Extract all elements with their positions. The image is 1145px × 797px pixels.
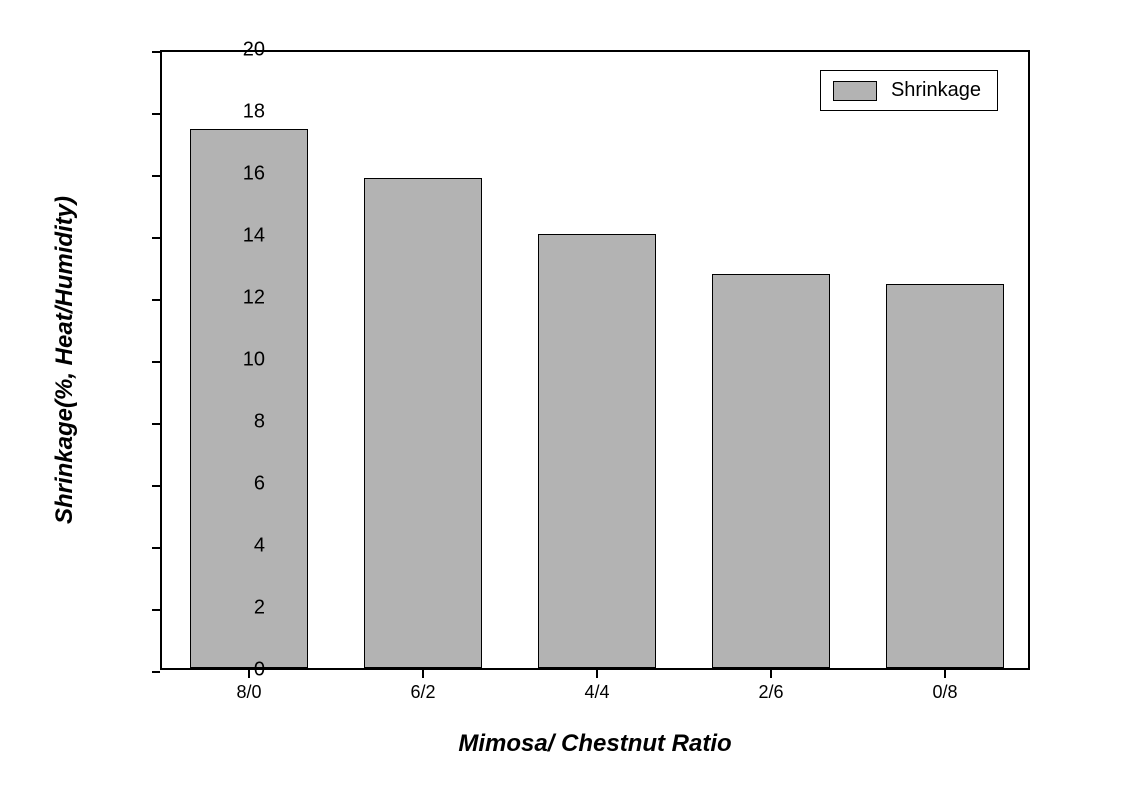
y-tick-label: 18 <box>215 101 265 124</box>
y-tick-label: 10 <box>215 349 265 372</box>
bar <box>190 129 308 668</box>
x-tick-label: 4/4 <box>584 682 609 703</box>
y-tick <box>152 299 160 301</box>
y-tick <box>152 423 160 425</box>
bar <box>712 274 830 668</box>
y-tick-label: 0 <box>215 659 265 682</box>
bar <box>364 178 482 668</box>
y-tick-label: 12 <box>215 287 265 310</box>
y-tick-label: 16 <box>215 163 265 186</box>
x-tick-label: 2/6 <box>758 682 783 703</box>
y-tick-label: 8 <box>215 411 265 434</box>
y-tick <box>152 361 160 363</box>
bar <box>886 284 1004 668</box>
x-tick-label: 6/2 <box>410 682 435 703</box>
y-tick-label: 14 <box>215 225 265 248</box>
bar <box>538 234 656 668</box>
x-tick <box>596 670 598 678</box>
y-tick-label: 6 <box>215 473 265 496</box>
x-tick <box>422 670 424 678</box>
y-tick-label: 20 <box>215 39 265 62</box>
x-axis-title: Mimosa/ Chestnut Ratio <box>458 730 731 758</box>
x-tick <box>770 670 772 678</box>
legend-label: Shrinkage <box>891 79 981 102</box>
y-tick <box>152 51 160 53</box>
chart-container: 8/06/24/42/60/8Shrinkage <box>160 50 1030 670</box>
y-tick <box>152 485 160 487</box>
legend: Shrinkage <box>820 70 998 111</box>
y-tick <box>152 671 160 673</box>
y-axis-title: Shrinkage(%, Heat/Humidity) <box>51 196 79 524</box>
x-tick-label: 0/8 <box>932 682 957 703</box>
plot-area: 8/06/24/42/60/8Shrinkage <box>160 50 1030 670</box>
y-tick <box>152 609 160 611</box>
x-tick-label: 8/0 <box>236 682 261 703</box>
y-tick-label: 2 <box>215 597 265 620</box>
y-tick <box>152 237 160 239</box>
y-tick <box>152 175 160 177</box>
legend-swatch <box>833 81 877 101</box>
y-tick-label: 4 <box>215 535 265 558</box>
y-tick <box>152 547 160 549</box>
y-tick <box>152 113 160 115</box>
x-tick <box>944 670 946 678</box>
